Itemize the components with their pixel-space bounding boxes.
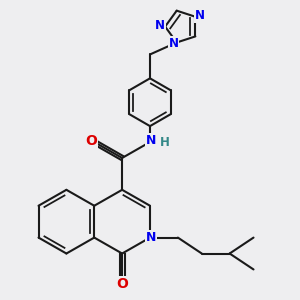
- Text: O: O: [116, 277, 128, 291]
- Text: N: N: [146, 134, 156, 147]
- Text: N: N: [169, 37, 178, 50]
- Text: H: H: [160, 136, 170, 149]
- Text: N: N: [155, 19, 165, 32]
- Text: N: N: [146, 231, 156, 244]
- Text: N: N: [195, 9, 205, 22]
- Text: O: O: [85, 134, 97, 148]
